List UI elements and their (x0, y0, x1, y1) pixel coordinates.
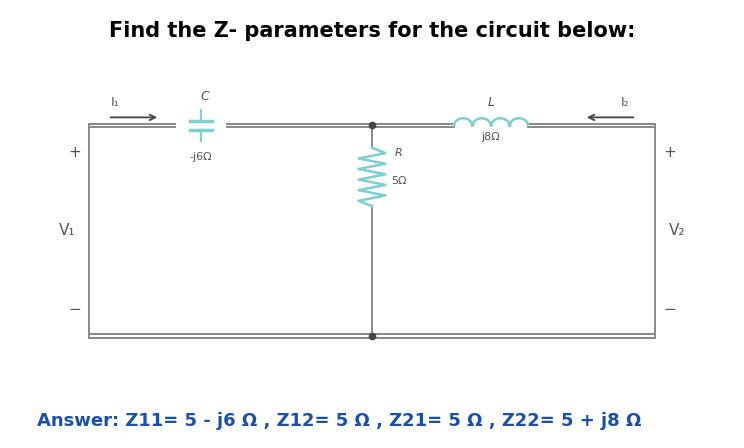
Text: V₁: V₁ (59, 223, 75, 238)
Text: −: − (68, 302, 81, 317)
Text: Find the Z- parameters for the circuit below:: Find the Z- parameters for the circuit b… (109, 22, 635, 41)
Text: C: C (200, 90, 209, 103)
Text: R: R (394, 148, 402, 158)
Text: I₁: I₁ (111, 96, 120, 109)
Text: Answer: Z11= 5 - j6 Ω , Z12= 5 Ω , Z21= 5 Ω , Z22= 5 + j8 Ω: Answer: Z11= 5 - j6 Ω , Z12= 5 Ω , Z21= … (37, 412, 641, 430)
Text: +: + (663, 145, 676, 160)
Text: L: L (487, 96, 495, 109)
Text: V₂: V₂ (669, 223, 685, 238)
Text: j8Ω: j8Ω (481, 132, 501, 142)
Text: 5Ω: 5Ω (391, 177, 407, 186)
Text: I₂: I₂ (620, 96, 629, 109)
Text: -j6Ω: -j6Ω (190, 152, 212, 162)
Text: −: − (663, 302, 676, 317)
Text: +: + (68, 145, 81, 160)
